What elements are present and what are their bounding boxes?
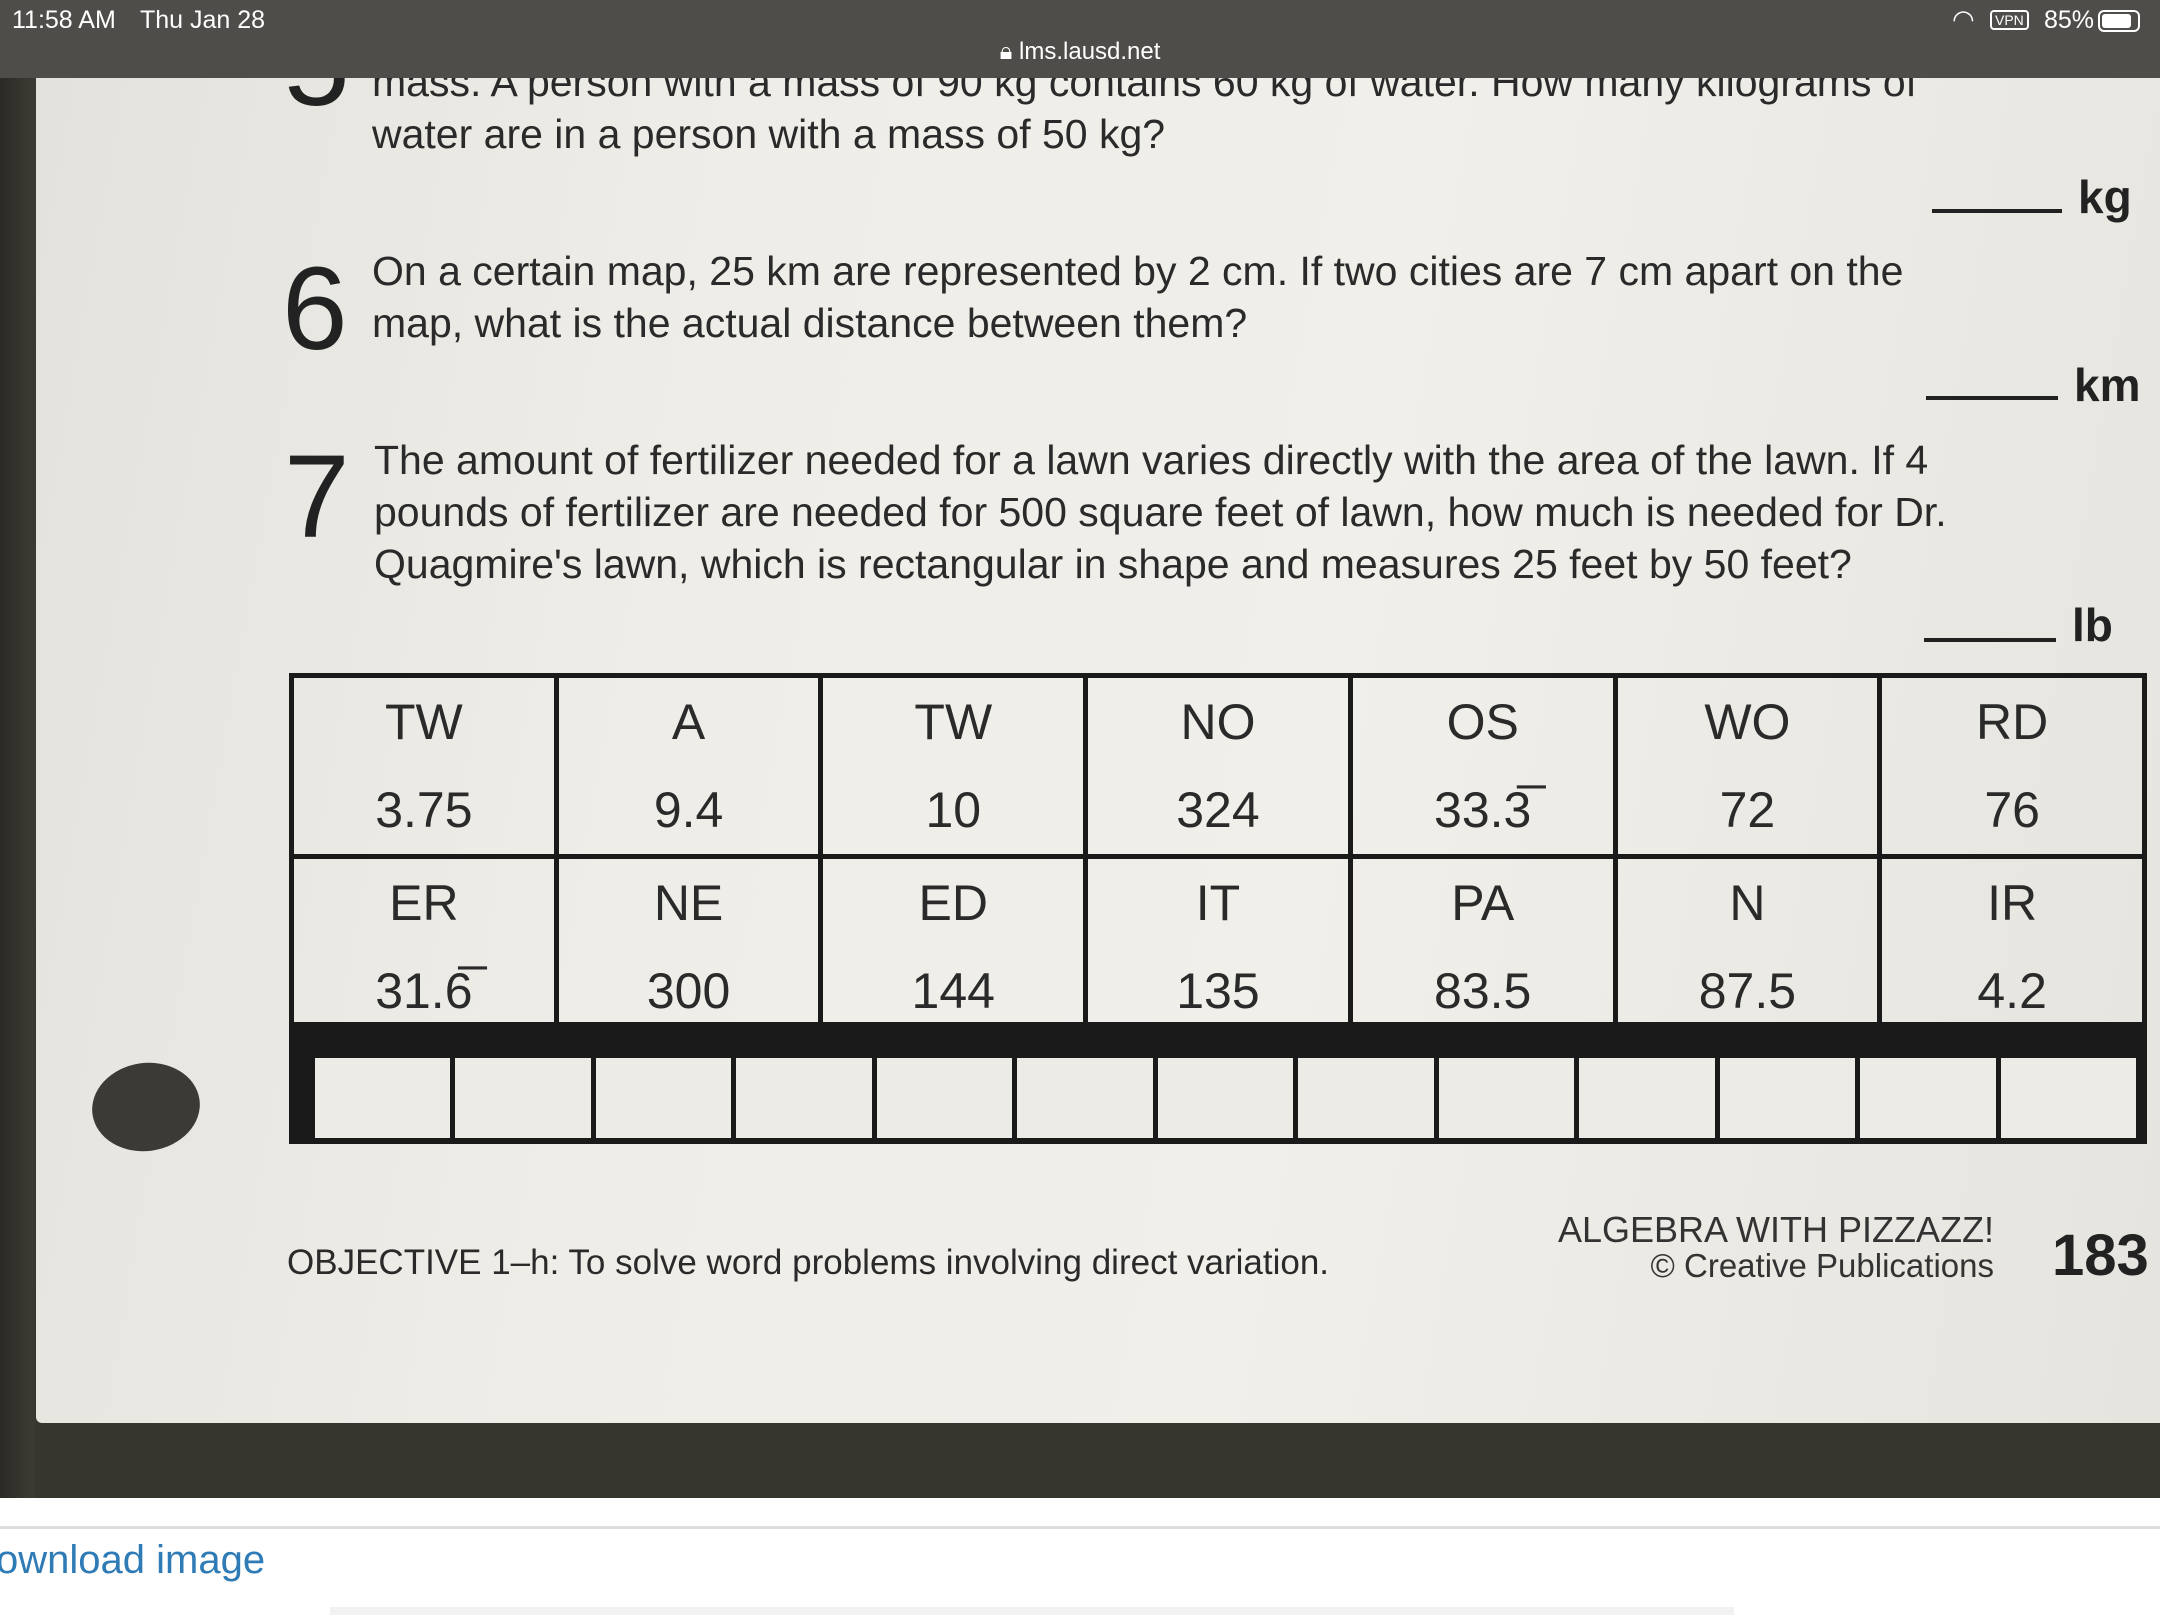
battery-percent: 85% (2044, 6, 2095, 34)
answer-box (1157, 1058, 1299, 1138)
code-cell: IR 4.2 (1877, 854, 2147, 1040)
cell-value: 9.4 (653, 782, 724, 838)
answer-box (1860, 1058, 2001, 1138)
table-row: ER 31.6̅ NE 300 ED 144 IT 135 PA 83.5 N 87.5 I… (289, 854, 2147, 1040)
lock-icon: 🔒︎ (999, 38, 1013, 65)
answer-box (595, 1058, 737, 1138)
answer-box (1017, 1058, 1158, 1138)
copyright: © Creative Publications (1650, 1247, 1994, 1284)
cell-code: N (1729, 875, 1766, 931)
scroll-indicator (330, 1607, 1734, 1615)
answer-box (2000, 1058, 2142, 1138)
cell-code: ED (918, 875, 988, 931)
cell-value: 10 (925, 782, 982, 838)
answer-blank (1926, 396, 2058, 400)
answer-box (1579, 1058, 1720, 1138)
cell-value: 300 (646, 963, 731, 1019)
q6-line2: map, what is the actual distance between… (372, 300, 1248, 346)
unit-label: lb (2072, 599, 2113, 651)
cell-code: WO (1704, 694, 1791, 750)
cell-code: OS (1446, 694, 1519, 750)
question-number: 7 (284, 431, 350, 563)
cell-code: A (671, 694, 706, 750)
code-cell: PA 83.5 (1347, 854, 1618, 1040)
cell-code: NO (1180, 694, 1256, 750)
answer-code-table: TW 3.75 A 9.4 TW 10 NO 324 OS 33.3̅ WO 72 RD 76… (289, 673, 2147, 1040)
q7-line2: pounds of fertilizer are needed for 500 … (374, 489, 1947, 535)
question-number: 5 (284, 78, 350, 124)
cell-value: 135 (1176, 963, 1260, 1019)
answer-box (736, 1058, 877, 1138)
publisher: ALGEBRA WITH PIZZAZZ! © Creative Publica… (1542, 1212, 1994, 1284)
table-row: TW 3.75 A 9.4 TW 10 NO 324 OS 33.3̅ WO 72 RD 76 (289, 673, 2147, 859)
code-cell: TW 10 (818, 673, 1089, 859)
cell-code: ER (389, 875, 459, 931)
unit-label: kg (2078, 171, 2132, 223)
answer-blank (1932, 209, 2062, 213)
q5-line1: mass. A person with a mass of 90 kg cont… (372, 78, 1918, 105)
cell-value: 87.5 (1698, 963, 1797, 1019)
cell-value: 324 (1176, 782, 1260, 838)
wifi-icon: ◠ (1952, 4, 1975, 34)
answer-box (1719, 1058, 1861, 1138)
code-cell: OS 33.3̅ (1347, 673, 1618, 859)
answer-box (1438, 1058, 1580, 1138)
cell-value: 83.5 (1434, 963, 1532, 1019)
date: Thu Jan 28 (140, 6, 266, 34)
answer-box (455, 1058, 596, 1138)
answer-box (315, 1058, 456, 1138)
status-bar: 11:58 AM Thu Jan 28 ◠ VPN 85% 🔒︎ lms.lau… (0, 0, 2160, 78)
code-cell: TW 3.75 (289, 673, 559, 859)
cell-value: 144 (911, 963, 995, 1019)
q7-line1: The amount of fertilizer needed for a la… (374, 437, 1929, 483)
code-cell: N 87.5 (1612, 854, 1883, 1040)
code-cell: ED 144 (818, 854, 1089, 1040)
cell-code: RD (1976, 694, 2049, 750)
q6-line1: On a certain map, 25 km are represented … (372, 248, 1904, 294)
answer-blank (1924, 638, 2056, 642)
download-image-link[interactable]: ownload image (0, 1538, 266, 1582)
cell-code: IR (1987, 875, 2038, 931)
cell-value: 33.3̅ (1434, 782, 1532, 838)
q5-line2: water are in a person with a mass of 50 … (372, 111, 1166, 157)
cell-value: 31.6̅ (375, 963, 473, 1019)
page-number: 183 (2052, 1223, 2149, 1288)
time: 11:58 AM (12, 6, 116, 34)
cell-code: TW (384, 694, 463, 750)
question-number: 6 (282, 243, 348, 375)
code-cell: ER 31.6̅ (289, 854, 559, 1040)
cell-value: 72 (1719, 782, 1776, 838)
objective-text: OBJECTIVE 1–h: To solve word problems in… (287, 1243, 1330, 1282)
vpn-badge: VPN (1990, 10, 2029, 30)
divider (0, 1526, 2160, 1529)
cell-value: 3.75 (375, 782, 473, 838)
battery-icon (2098, 10, 2140, 32)
code-cell: NE 300 (553, 854, 824, 1040)
code-cell: RD 76 (1877, 673, 2147, 859)
url-bar[interactable]: 🔒︎ lms.lausd.net (0, 38, 2160, 66)
cell-code: NE (653, 875, 724, 931)
cell-code: TW (914, 694, 993, 750)
code-cell: A 9.4 (553, 673, 824, 859)
cell-value: 76 (1984, 782, 2040, 838)
publisher-title: ALGEBRA WITH PIZZAZZ! (1557, 1209, 1994, 1250)
answer-boxes (289, 1022, 2147, 1144)
code-cell: IT 135 (1083, 854, 1353, 1040)
cell-value: 4.2 (1977, 963, 2047, 1019)
code-cell: NO 324 (1083, 673, 1353, 859)
answer-box (1298, 1058, 1439, 1138)
url-text: lms.lausd.net (1019, 38, 1161, 65)
answer-box (876, 1058, 1018, 1138)
code-cell: WO 72 (1612, 673, 1883, 859)
worksheet-content: 5 mass. A person with a mass of 90 kg co… (0, 78, 2160, 1423)
q7-line3: Quagmire's lawn, which is rectangular in… (374, 541, 1852, 587)
cell-code: IT (1195, 875, 1241, 931)
cell-code: PA (1451, 875, 1515, 931)
unit-label: km (2074, 359, 2141, 411)
